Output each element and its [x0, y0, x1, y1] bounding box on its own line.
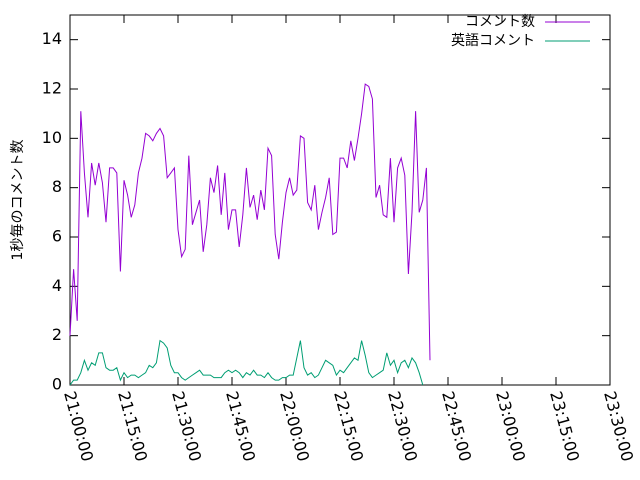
x-tick-label: 22:30:00: [384, 389, 421, 463]
y-tick-label: 14: [42, 29, 62, 48]
x-tick-label: 21:45:00: [222, 389, 259, 463]
y-tick-label: 10: [42, 128, 62, 147]
y-tick-label: 2: [52, 325, 62, 344]
y-tick-label: 4: [52, 276, 62, 295]
y-tick-label: 6: [52, 227, 62, 246]
x-tick-label: 21:30:00: [168, 389, 205, 463]
x-tick-label: 22:45:00: [438, 389, 475, 463]
x-tick-label: 23:30:00: [600, 389, 637, 463]
series-line-2: [69, 339, 424, 386]
x-tick-label: 23:15:00: [546, 389, 583, 463]
y-tick-label: 8: [52, 177, 62, 196]
series-line-1: [69, 83, 431, 361]
x-axis-ticks: 21:00:00 21:15:00 21:30:00 21:45:00 22:00:00…: [60, 15, 637, 463]
x-tick-label: 21:00:00: [60, 389, 97, 463]
legend-label: コメント数: [465, 14, 535, 30]
y-tick-label: 0: [52, 375, 62, 394]
x-tick-label: 22:15:00: [330, 389, 367, 463]
legend-label: 英語コメント: [451, 32, 535, 49]
x-tick-label: 23:00:00: [492, 389, 529, 463]
y-axis-ticks: 0 2 4 6 8 10 12 14: [42, 29, 610, 394]
y-axis-label: 1秒毎のコメント数: [10, 140, 26, 261]
series-lines: [69, 83, 431, 386]
plot-frame: [69, 14, 611, 386]
plot-border: [69, 14, 611, 386]
x-tick-label: 21:15:00: [114, 389, 151, 463]
x-tick-label: 22:00:00: [276, 389, 313, 463]
y-tick-label: 12: [42, 79, 62, 98]
